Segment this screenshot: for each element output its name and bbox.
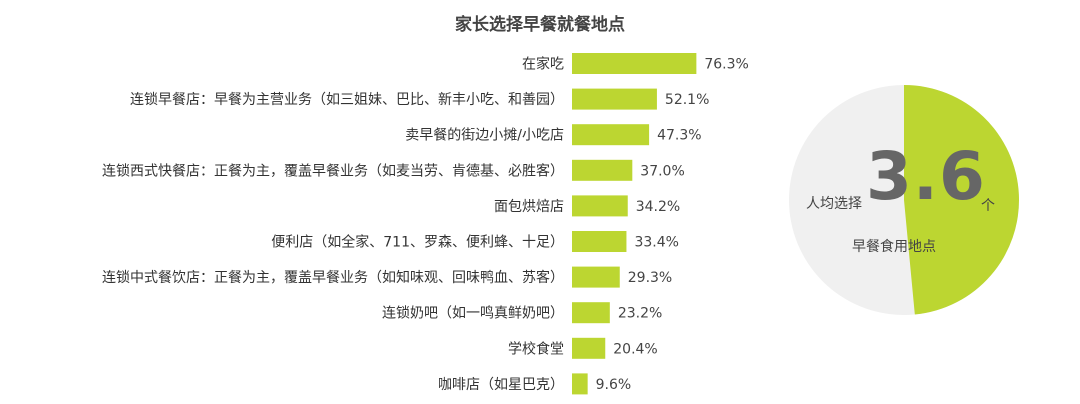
value-label: 34.2% bbox=[636, 199, 680, 215]
bar bbox=[572, 231, 627, 252]
bar bbox=[572, 53, 697, 74]
category-label: 连锁中式餐饮店：正餐为主，覆盖早餐业务（如知味观、回味鸭血、苏客） bbox=[102, 269, 564, 286]
bar bbox=[572, 124, 650, 146]
category-label: 咖啡店（如星巴克） bbox=[438, 377, 564, 393]
bar bbox=[572, 159, 633, 181]
donut-chart bbox=[789, 85, 1019, 315]
bar-chart: 在家吃 76.3% 连锁早餐店：早餐为主营业务（如三姐妹、巴比、新丰小吃、和善园） 5… bbox=[102, 53, 749, 395]
value-label: 52.1% bbox=[665, 92, 709, 108]
bar bbox=[572, 373, 588, 395]
chart-title: 家长选择早餐就餐地点 bbox=[455, 15, 625, 35]
category-label: 连锁西式快餐店：正餐为主，覆盖早餐业务（如麦当劳、肯德基、必胜客） bbox=[102, 162, 564, 179]
value-label: 9.6% bbox=[596, 377, 632, 393]
bar bbox=[572, 88, 657, 110]
category-label: 在家吃 bbox=[522, 56, 564, 73]
bar bbox=[572, 195, 628, 217]
value-label: 37.0% bbox=[640, 163, 684, 179]
category-label: 连锁早餐店：早餐为主营业务（如三姐妹、巴比、新丰小吃、和善园） bbox=[130, 92, 564, 108]
value-label: 29.3% bbox=[628, 270, 672, 286]
value-label: 20.4% bbox=[613, 341, 657, 357]
category-label: 连锁奶吧（如一鸣真鲜奶吧） bbox=[382, 305, 564, 322]
category-label: 面包烘焙店 bbox=[494, 199, 564, 215]
value-label: 33.4% bbox=[634, 235, 678, 251]
value-label: 47.3% bbox=[657, 128, 701, 144]
bar bbox=[572, 302, 610, 324]
pie-slice bbox=[904, 85, 1019, 315]
average-number: 3.6 bbox=[866, 138, 986, 215]
bar bbox=[572, 337, 606, 359]
category-label: 便利店（如全家、711、罗森、便利蜂、十足） bbox=[271, 234, 564, 251]
value-label: 23.2% bbox=[618, 306, 662, 322]
value-label: 76.3% bbox=[704, 57, 748, 73]
category-label: 卖早餐的街边小摊/小吃店 bbox=[405, 128, 564, 144]
average-label: 人均选择 bbox=[806, 196, 862, 212]
category-label: 学校食堂 bbox=[508, 340, 564, 357]
average-unit: 个 bbox=[981, 198, 995, 214]
bar bbox=[572, 266, 620, 288]
average-sublabel: 早餐食用地点 bbox=[852, 239, 936, 255]
